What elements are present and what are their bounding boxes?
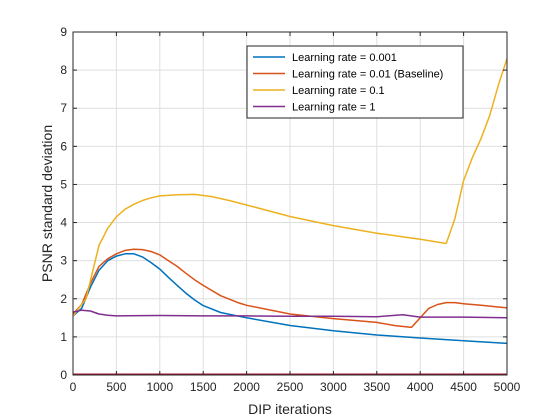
legend-label: Learning rate = 0.001 (292, 52, 397, 64)
legend: Learning rate = 0.001 Learning rate = 0.0… (246, 45, 464, 119)
x-tick-label: 0 (70, 380, 77, 394)
y-tick-label: 4 (60, 216, 67, 230)
y-tick-label: 3 (60, 254, 67, 268)
y-axis-label: PSNR standard deviation (39, 125, 55, 282)
x-tick-label: 2000 (233, 380, 260, 394)
x-tick-label: 3000 (320, 380, 347, 394)
x-axis-label: DIP iterations (248, 401, 332, 417)
series-line-3 (72, 58, 508, 317)
legend-label: Learning rate = 0.01 (Baseline) (292, 69, 443, 81)
axis-ticks: 0 500 1000 1500 2000 2500 3000 3500 4000 4500 5000… (60, 25, 520, 394)
y-tick-label: 5 (60, 177, 67, 191)
x-tick-label: 1000 (146, 380, 173, 394)
x-tick-label: 4500 (450, 380, 477, 394)
y-tick-label: 9 (60, 25, 67, 39)
y-tick-label: 1 (60, 330, 67, 344)
y-tick-label: 8 (60, 63, 67, 77)
x-tick-label: 500 (106, 380, 126, 394)
y-tick-label: 6 (60, 139, 67, 153)
y-tick-label: 7 (60, 101, 67, 115)
legend-label: Learning rate = 1 (292, 102, 375, 114)
x-tick-label: 3500 (363, 380, 390, 394)
x-tick-label: 5000 (494, 380, 521, 394)
y-tick-label: 0 (60, 368, 67, 382)
legend-label: Learning rate = 0.1 (292, 85, 385, 97)
x-tick-label: 1500 (190, 380, 217, 394)
series-line-4 (72, 309, 508, 319)
series-line-2 (72, 248, 508, 329)
x-tick-label: 2500 (277, 380, 304, 394)
series-line-1 (72, 253, 508, 345)
x-tick-label: 4000 (407, 380, 434, 394)
y-tick-label: 2 (60, 292, 67, 306)
